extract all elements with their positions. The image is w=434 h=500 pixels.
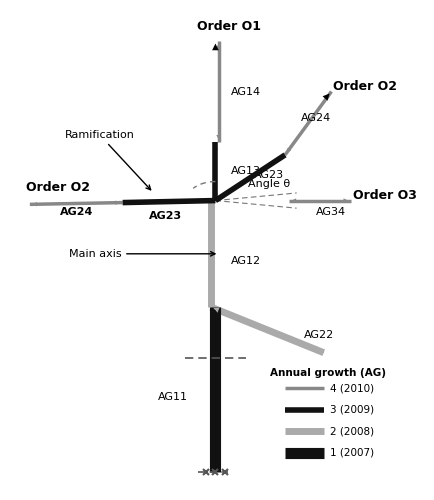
Text: AG14: AG14 [230,86,260,97]
Text: AG23: AG23 [148,211,181,221]
Text: 2 (2008): 2 (2008) [329,426,373,436]
Text: AG24: AG24 [300,113,330,123]
Text: Annual growth (AG): Annual growth (AG) [269,368,385,378]
Text: AG11: AG11 [157,392,187,402]
Text: Ramification: Ramification [64,130,150,190]
Text: Order O2: Order O2 [26,182,90,194]
Text: Order O3: Order O3 [352,189,416,202]
Text: AG24: AG24 [59,207,93,217]
Text: AG22: AG22 [304,330,334,340]
Text: 1 (2007): 1 (2007) [329,448,373,458]
Text: Order O1: Order O1 [197,20,260,33]
Text: AG13: AG13 [230,166,260,176]
Text: AG12: AG12 [230,256,260,266]
Text: AG23: AG23 [253,170,283,180]
Text: 4 (2010): 4 (2010) [329,383,373,393]
Text: Order O2: Order O2 [332,80,397,93]
Text: Angle θ: Angle θ [248,179,290,189]
Text: Main axis: Main axis [68,249,214,259]
Text: AG34: AG34 [315,207,345,217]
Text: 3 (2009): 3 (2009) [329,404,373,414]
